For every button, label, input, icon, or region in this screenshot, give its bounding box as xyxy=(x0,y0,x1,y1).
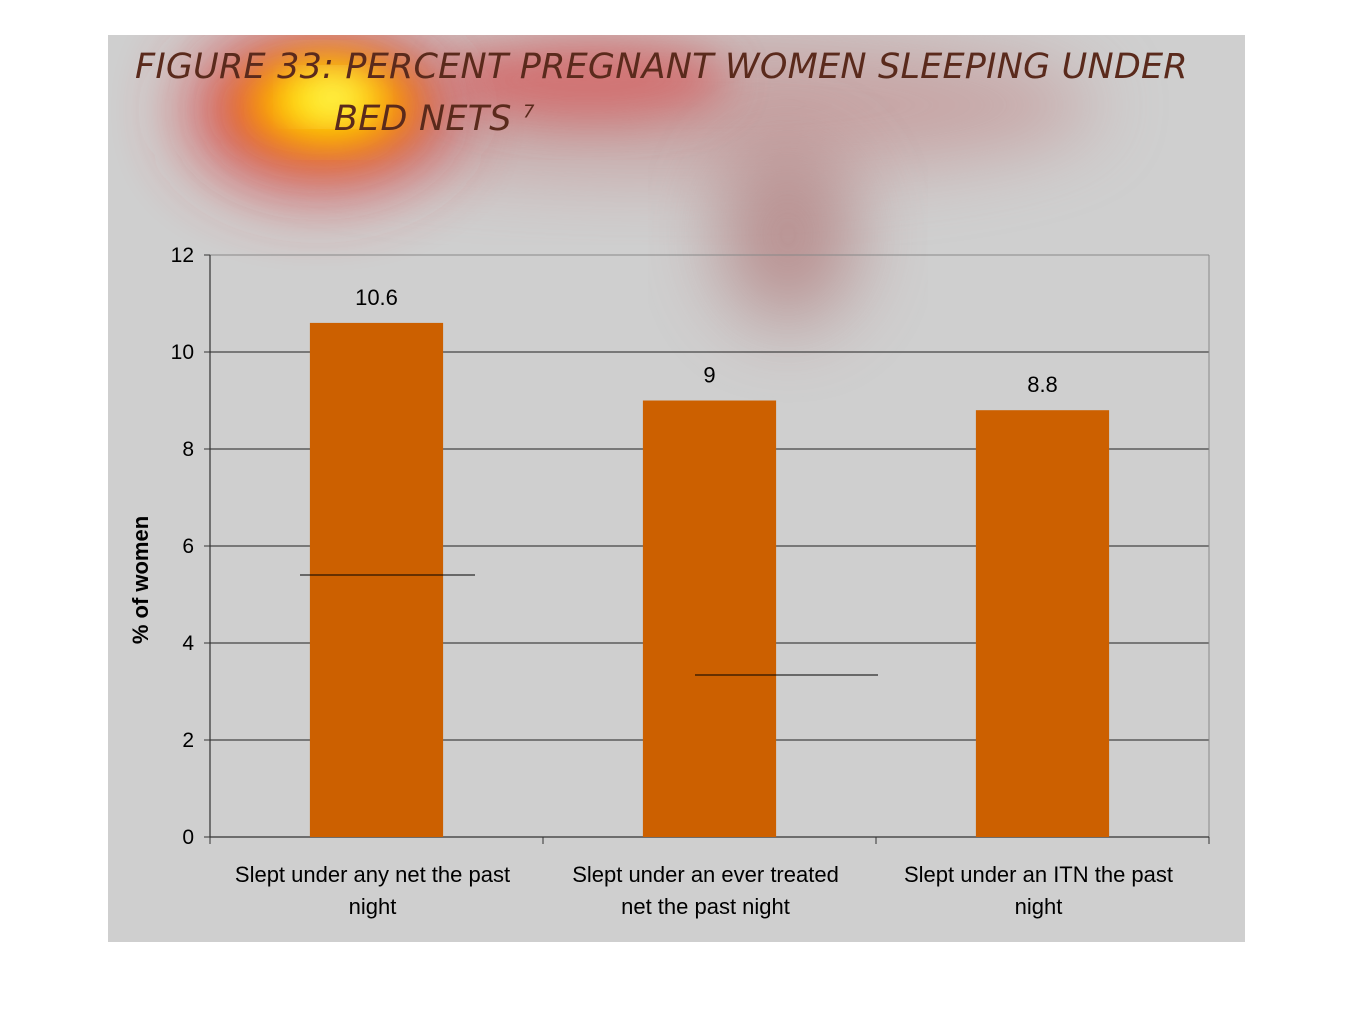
slide: FIGURE 33: PERCENT PREGNANT WOMEN SLEEPI… xyxy=(108,35,1245,942)
x-category-label-2-line-1: Slept under an ever treated xyxy=(572,862,839,887)
x-category-label-2-line-2: net the past night xyxy=(621,894,790,919)
data-label-2: 9 xyxy=(703,363,715,388)
x-category-label-1-line-1: Slept under any net the past xyxy=(235,862,510,887)
y-tick-label-2: 2 xyxy=(182,729,194,752)
x-category-label-1-line-2: night xyxy=(349,894,397,919)
y-axis-title: % of women xyxy=(128,516,153,644)
bar-3 xyxy=(975,410,1110,837)
y-tick-label-12: 12 xyxy=(171,244,194,267)
y-tick-label-6: 6 xyxy=(182,535,194,558)
data-label-1: 10.6 xyxy=(355,285,398,310)
bar-2 xyxy=(642,400,777,837)
y-tick-label-8: 8 xyxy=(182,438,194,461)
y-tick-label-10: 10 xyxy=(171,341,194,364)
bar-chart: 0 2 4 6 8 10 12 10.6 Slept under any net the pas… xyxy=(128,244,1210,919)
x-category-label-3-line-2: night xyxy=(1015,894,1063,919)
y-tick-label-0: 0 xyxy=(182,826,194,849)
chart-title-footnote: 7 xyxy=(523,101,535,123)
data-label-3: 8.8 xyxy=(1027,372,1058,397)
chart-title-line-2: BED NETS 7 xyxy=(334,99,535,139)
x-category-label-3-line-1: Slept under an ITN the past xyxy=(904,862,1173,887)
chart-title-line-1: FIGURE 33: PERCENT PREGNANT WOMEN SLEEPI… xyxy=(135,47,1188,87)
bar-1 xyxy=(309,322,444,837)
chart-title-line-2-text: BED NETS xyxy=(334,99,512,139)
y-tick-label-4: 4 xyxy=(182,632,194,655)
